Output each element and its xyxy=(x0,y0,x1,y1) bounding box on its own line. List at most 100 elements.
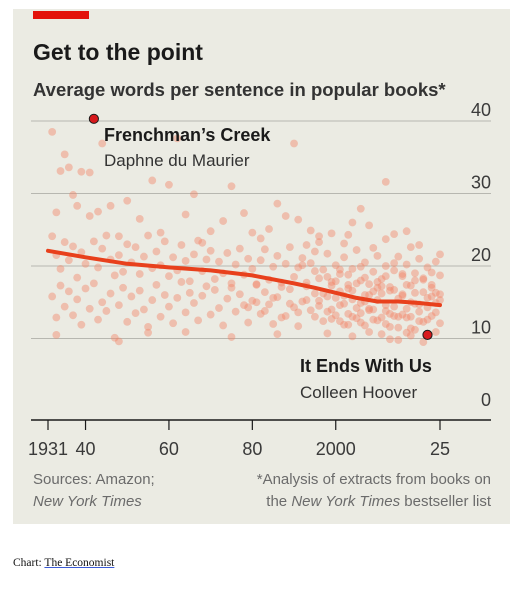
scatter-point xyxy=(361,273,369,282)
scatter-point xyxy=(386,309,394,318)
scatter-point xyxy=(227,279,236,288)
scatter-point xyxy=(327,278,336,286)
scatter-point xyxy=(390,312,399,320)
highlight-label-title: Frenchman’s Creek xyxy=(104,125,271,145)
credit-prefix: Chart: xyxy=(13,557,45,569)
highlight-point-it-ends-with-us xyxy=(422,329,433,340)
scatter-point xyxy=(361,258,369,267)
scatter-point xyxy=(310,267,319,275)
x-tick-label: 80 xyxy=(242,439,262,459)
scatter-point xyxy=(306,306,315,315)
scatter-point xyxy=(323,292,332,301)
scatter-point xyxy=(269,294,278,302)
scatter-point xyxy=(144,328,152,337)
scatter-point xyxy=(348,265,357,273)
scatter-point xyxy=(181,308,190,317)
scatter-point xyxy=(306,259,315,267)
scatter-point xyxy=(348,218,357,227)
scatter-point xyxy=(265,300,273,309)
scatter-point xyxy=(340,253,348,262)
scatter-point xyxy=(256,234,265,243)
scatter-point xyxy=(110,333,119,342)
scatter-point xyxy=(210,275,219,283)
scatter-point xyxy=(85,212,94,220)
scatter-point xyxy=(269,262,278,271)
scatter-point xyxy=(294,215,303,224)
scatter-point xyxy=(69,191,77,199)
scatter-point xyxy=(114,251,123,260)
scatter-points xyxy=(48,127,444,347)
scatter-point xyxy=(185,288,194,297)
scatter-point xyxy=(198,291,207,300)
scatter-point xyxy=(336,270,344,278)
scatter-point xyxy=(365,280,374,289)
scatter-point xyxy=(377,282,386,291)
scatter-point xyxy=(198,238,207,247)
scatter-point xyxy=(269,320,278,328)
credit-brand-link[interactable]: The Economist xyxy=(44,557,115,569)
scatter-point xyxy=(223,294,232,303)
scatter-point xyxy=(402,304,411,313)
scatter-point xyxy=(152,280,161,289)
scatter-point xyxy=(319,317,328,325)
scatter-point xyxy=(119,267,127,276)
scatter-point xyxy=(394,323,403,332)
scatter-point xyxy=(369,267,378,276)
scatter-point xyxy=(331,294,340,302)
scatter-point xyxy=(177,241,186,249)
scatter-point xyxy=(160,237,169,246)
scatter-point xyxy=(310,247,319,256)
scatter-point xyxy=(235,290,244,299)
scatter-point xyxy=(336,301,344,310)
scatter-point xyxy=(423,315,432,324)
scatter-point xyxy=(131,309,140,318)
scatter-point xyxy=(123,317,132,326)
scatter-point xyxy=(110,271,119,280)
scatter-point xyxy=(394,336,403,344)
scatter-point xyxy=(77,248,86,257)
scatter-point xyxy=(427,292,436,301)
scatter-point xyxy=(327,281,336,290)
scatter-point xyxy=(344,284,353,293)
brand-red-bar xyxy=(33,11,89,19)
scatter-point xyxy=(436,290,444,299)
scatter-point xyxy=(177,278,186,286)
axes: 0 10 20 30 40 1931 40 60 80 2000 25 xyxy=(28,100,491,459)
scatter-point xyxy=(165,302,173,311)
scatter-point xyxy=(252,298,261,307)
scatter-point xyxy=(56,265,65,273)
scatter-point xyxy=(419,288,428,296)
scatter-point xyxy=(394,312,403,321)
scatter-point xyxy=(411,276,419,285)
scatter-point xyxy=(365,328,374,336)
scatter-point xyxy=(114,337,123,346)
scatter-point xyxy=(160,291,169,299)
scatter-point xyxy=(190,190,198,199)
scatter-point xyxy=(227,333,236,341)
scatter-point xyxy=(194,236,203,245)
scatter-point xyxy=(369,305,378,314)
scatter-point xyxy=(140,305,148,314)
scatter-point xyxy=(327,305,336,314)
highlight-label-title: It Ends With Us xyxy=(300,356,432,376)
scatter-point xyxy=(202,255,211,264)
chart-subtitle: Average words per sentence in popular bo… xyxy=(33,79,446,100)
scatter-point xyxy=(181,328,190,336)
sources-line-1: Sources: Amazon; xyxy=(33,471,155,488)
scatter-point xyxy=(181,257,190,265)
scatter-point xyxy=(415,254,424,263)
scatter-point xyxy=(398,310,407,319)
scatter-point xyxy=(281,212,290,220)
scatter-point xyxy=(206,227,215,236)
scatter-point xyxy=(52,330,61,339)
scatter-point xyxy=(423,294,432,302)
scatter-point xyxy=(294,322,303,331)
scatter-plot: Frenchman’s Creek Daphne du Maurier It End… xyxy=(28,100,491,459)
x-tick-label: 25 xyxy=(430,439,450,459)
x-tick-label: 2000 xyxy=(316,439,356,459)
scatter-point xyxy=(310,289,319,298)
scatter-point xyxy=(81,284,90,293)
scatter-point xyxy=(48,292,57,301)
scatter-point xyxy=(56,281,65,290)
scatter-point xyxy=(60,238,69,246)
